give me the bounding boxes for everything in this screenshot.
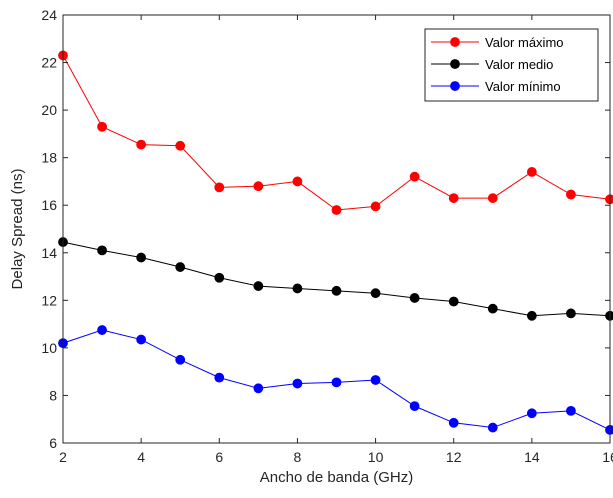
data-point bbox=[566, 308, 576, 319]
y-tick-label: 18 bbox=[41, 150, 57, 166]
y-tick-label: 20 bbox=[41, 102, 57, 118]
data-point bbox=[136, 139, 147, 150]
legend-marker bbox=[450, 81, 460, 91]
series-group bbox=[58, 50, 613, 435]
data-point bbox=[292, 283, 303, 294]
data-point bbox=[292, 176, 303, 187]
data-point bbox=[370, 288, 381, 299]
data-point bbox=[605, 194, 613, 205]
data-point bbox=[526, 167, 537, 177]
data-point bbox=[487, 193, 498, 203]
data-point bbox=[448, 193, 459, 203]
data-point bbox=[175, 262, 186, 272]
x-tick-label: 10 bbox=[368, 449, 384, 465]
y-tick-label: 8 bbox=[49, 387, 57, 403]
data-point bbox=[253, 281, 264, 291]
data-point bbox=[370, 201, 381, 212]
y-tick-label: 6 bbox=[49, 435, 57, 451]
data-point bbox=[97, 245, 107, 256]
data-point bbox=[331, 205, 342, 215]
axes-box bbox=[62, 14, 611, 444]
data-point bbox=[97, 325, 107, 335]
x-tick-label: 14 bbox=[524, 449, 540, 465]
data-point bbox=[136, 252, 147, 263]
data-point bbox=[448, 296, 459, 307]
data-point bbox=[136, 334, 147, 345]
y-tick-label: 22 bbox=[41, 55, 57, 71]
x-tick-label: 8 bbox=[294, 449, 302, 465]
data-point bbox=[409, 401, 420, 412]
data-point bbox=[292, 378, 303, 389]
legend-label: Valor máximo bbox=[485, 35, 564, 50]
data-point bbox=[409, 171, 420, 182]
data-point bbox=[605, 310, 613, 321]
y-tick-label: 12 bbox=[41, 292, 57, 308]
x-tick-label: 4 bbox=[137, 449, 145, 465]
legend-marker bbox=[450, 59, 460, 69]
x-tick-label: 2 bbox=[59, 449, 67, 465]
data-point bbox=[253, 383, 264, 394]
y-axis-title: Delay Spread (ns) bbox=[9, 169, 26, 290]
data-point bbox=[370, 375, 381, 385]
legend-marker bbox=[450, 37, 460, 47]
data-point bbox=[409, 293, 420, 303]
data-point bbox=[331, 285, 342, 296]
data-point bbox=[526, 408, 537, 419]
data-point bbox=[97, 121, 107, 132]
axes-group: 246810121416681012141618202224 bbox=[41, 7, 613, 465]
data-point bbox=[214, 372, 225, 383]
legend: Valor máximo Valor medio Valor mínimo bbox=[424, 28, 599, 102]
x-tick-label: 6 bbox=[215, 449, 223, 465]
x-tick-label: 16 bbox=[602, 449, 613, 465]
y-tick-label: 10 bbox=[41, 340, 57, 356]
legend-label: Valor mínimo bbox=[485, 79, 561, 94]
y-tick-label: 14 bbox=[41, 245, 57, 261]
data-point bbox=[566, 405, 576, 416]
data-point bbox=[214, 182, 225, 193]
y-tick-label: 24 bbox=[41, 7, 57, 23]
data-point bbox=[253, 181, 264, 192]
data-point bbox=[175, 354, 186, 365]
data-point bbox=[487, 422, 498, 433]
data-point bbox=[605, 425, 613, 435]
legend-label: Valor medio bbox=[485, 57, 553, 72]
data-point bbox=[526, 310, 537, 321]
data-point bbox=[487, 303, 498, 314]
x-tick-label: 12 bbox=[446, 449, 462, 465]
data-point bbox=[331, 377, 342, 388]
data-point bbox=[566, 189, 576, 200]
data-point bbox=[448, 417, 459, 428]
data-point bbox=[175, 140, 186, 151]
x-axis-title: Ancho de banda (GHz) bbox=[260, 469, 413, 486]
y-tick-label: 16 bbox=[41, 197, 57, 213]
data-point bbox=[214, 272, 225, 283]
